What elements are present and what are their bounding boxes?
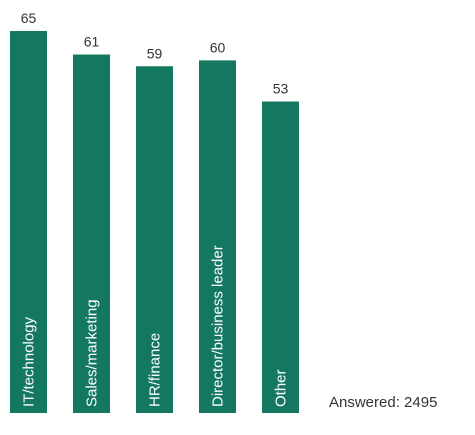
category-label-4: Other — [273, 369, 290, 407]
bar-3 — [199, 60, 236, 414]
value-label-4: 53 — [273, 81, 289, 97]
value-label-3: 60 — [210, 39, 226, 55]
bar-2 — [136, 66, 173, 413]
value-label-2: 59 — [147, 45, 163, 61]
bar-4 — [262, 101, 299, 414]
value-label-0: 65 — [21, 10, 37, 26]
bars-layer — [10, 31, 299, 414]
category-label-0: IT/technology — [21, 316, 38, 407]
answered-note: Answered: 2495 — [329, 394, 437, 411]
value-labels-layer: 65 61 59 60 53 — [21, 10, 289, 97]
category-labels-layer: IT/technology Sales/marketing HR/finance Di… — [21, 245, 290, 407]
bar-1 — [73, 54, 110, 413]
category-label-3: Director/business leader — [210, 245, 227, 407]
category-label-1: Sales/marketing — [84, 299, 101, 407]
value-label-1: 61 — [84, 34, 100, 50]
category-label-2: HR/finance — [147, 333, 164, 407]
bar-0 — [10, 31, 47, 413]
